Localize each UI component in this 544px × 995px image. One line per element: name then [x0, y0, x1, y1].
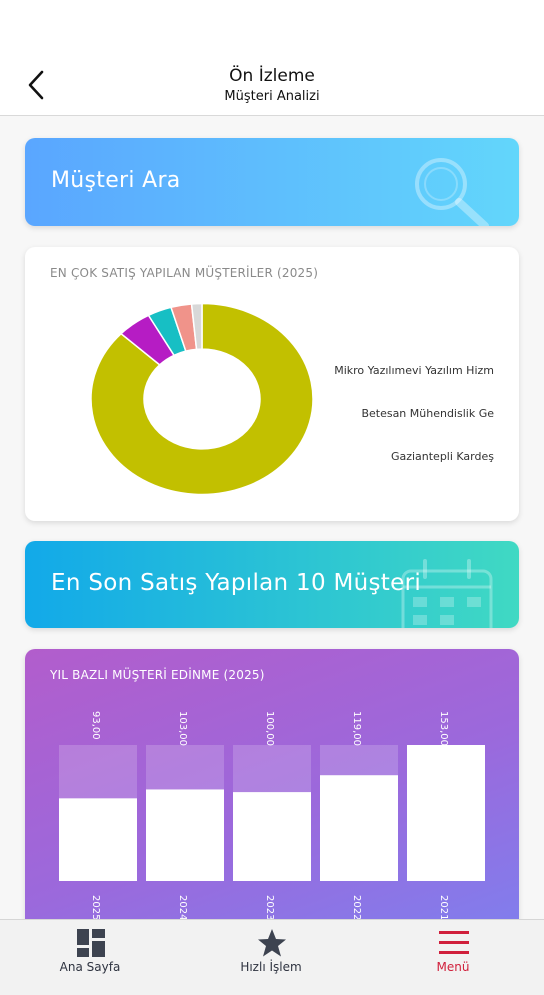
tab-home-label: Ana Sayfa: [59, 960, 121, 974]
bar-category-label: 2022: [351, 895, 362, 920]
tab-menu[interactable]: Menü: [383, 920, 523, 995]
donut-slice: [90, 302, 314, 496]
recent-customers-label: En Son Satış Yapılan 10 Müşteri: [51, 570, 422, 596]
hamburger-menu-icon: [439, 931, 469, 954]
back-button[interactable]: [22, 68, 54, 102]
bar-category-label: 2025: [90, 895, 101, 920]
bar: [407, 745, 485, 881]
tab-quick-actions-label: Hızlı İşlem: [240, 960, 302, 974]
legend-item: Gaziantepli Kardeş: [390, 450, 494, 463]
tab-menu-label: Menü: [436, 960, 470, 974]
bar-value-label: 93,00: [90, 711, 101, 740]
top-customers-donut-chart: [90, 302, 314, 496]
legend-item: Mikro Yazılımevi Yazılım Hizm: [334, 364, 494, 377]
recent-customers-banner[interactable]: En Son Satış Yapılan 10 Müşteri: [25, 541, 519, 628]
bar-value-label: 119,00: [351, 711, 362, 746]
bar-value-label: 100,00: [264, 711, 275, 746]
tab-home[interactable]: Ana Sayfa: [20, 920, 160, 995]
header: Ön İzleme Müşteri Analizi: [0, 0, 544, 116]
donut-slice: [190, 302, 203, 351]
bar: [233, 792, 311, 881]
top-customers-title: EN ÇOK SATIŞ YAPILAN MÜŞTERİLER (2025): [50, 266, 319, 280]
bar-category-label: 2021: [438, 895, 449, 920]
legend-item: Betesan Mühendislik Ge: [361, 407, 494, 420]
customer-search-banner[interactable]: Müşteri Ara: [25, 138, 519, 226]
yearly-acquisition-card: YIL BAZLI MÜŞTERİ EDİNME (2025) 93,00 202…: [25, 649, 519, 939]
page-subtitle: Müşteri Analizi: [224, 89, 320, 104]
tab-bar: Ana Sayfa Hızlı İşlem Menü: [0, 919, 544, 995]
page-title: Ön İzleme: [229, 66, 315, 86]
chevron-left-icon: [28, 70, 44, 100]
yearly-acquisition-bar-chart: 93,00 2025 103,00 2024 100,00 2023 119,00 2022 1…: [59, 711, 485, 920]
bar: [320, 775, 398, 881]
bar: [146, 789, 224, 881]
calendar-icon: [401, 559, 493, 628]
bar-category-label: 2024: [177, 895, 188, 920]
yearly-acquisition-title: YIL BAZLI MÜŞTERİ EDİNME (2025): [50, 668, 265, 682]
bar: [59, 798, 137, 881]
star-icon: [258, 929, 286, 957]
bar-category-label: 2023: [264, 895, 275, 920]
bar-value-label: 103,00: [177, 711, 188, 746]
bar-value-label: 153,00: [438, 711, 449, 746]
customer-search-label: Müşteri Ara: [51, 168, 181, 193]
tab-quick-actions[interactable]: Hızlı İşlem: [201, 920, 341, 995]
dashboard-icon: [77, 929, 105, 957]
magnifier-icon: [415, 158, 489, 226]
top-customers-card: EN ÇOK SATIŞ YAPILAN MÜŞTERİLER (2025) M…: [25, 247, 519, 521]
